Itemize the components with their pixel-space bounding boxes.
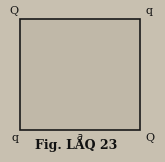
Text: Q: Q — [9, 6, 18, 16]
Text: Q: Q — [145, 133, 154, 143]
Text: q: q — [145, 6, 152, 16]
Text: q: q — [11, 133, 18, 143]
Text: a: a — [77, 132, 83, 142]
Text: Fig. LAQ 23: Fig. LAQ 23 — [35, 139, 117, 152]
Bar — [20, 19, 140, 130]
